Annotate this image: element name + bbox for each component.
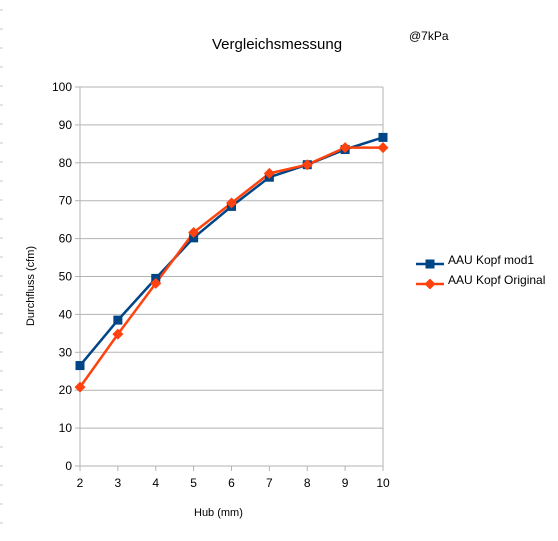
data-point-series-2: [188, 227, 200, 239]
x-tick-label: 6: [228, 476, 235, 490]
data-point-series-1: [378, 132, 388, 142]
x-tick-label: 5: [190, 476, 197, 490]
data-point-series-2: [301, 159, 313, 171]
y-tick-label: 80: [59, 156, 73, 170]
data-point-series-2: [74, 381, 86, 393]
data-point-series-1: [113, 315, 123, 325]
x-tick-label: 3: [115, 476, 122, 490]
x-tick-label: 4: [152, 476, 159, 490]
data-point-series-2: [150, 277, 162, 289]
y-tick-label: 60: [59, 232, 73, 246]
legend-swatch-series-2: [416, 279, 444, 289]
series-line-2: [78, 146, 383, 388]
legend-item-series-2: AAU Kopf Original: [416, 272, 556, 292]
data-point-series-1: [75, 361, 85, 371]
legend-label-series-1: AAU Kopf mod1: [448, 253, 535, 267]
chart-legend: AAU Kopf mod1 AAU Kopf Original: [416, 252, 556, 292]
x-tick-label: 9: [342, 476, 349, 490]
x-tick-label: 7: [266, 476, 273, 490]
chart-title: Vergleichsmessung: [212, 36, 343, 53]
y-tick-label: 30: [59, 345, 73, 359]
y-tick-label: 10: [59, 421, 73, 435]
data-point-series-2: [377, 142, 389, 154]
x-tick-label: 8: [304, 476, 311, 490]
left-ruler-marks: [0, 9, 3, 524]
data-point-series-2: [226, 197, 237, 209]
x-axis-label: Hub (mm): [194, 507, 243, 519]
chart-annotation: @7kPa: [409, 29, 449, 43]
y-tick-label: 0: [65, 459, 72, 473]
y-tick-label: 20: [59, 383, 73, 397]
data-point-series-2: [339, 142, 351, 154]
y-tick-label: 90: [59, 118, 73, 132]
x-tick-label: 2: [77, 476, 84, 490]
legend-marker-2: [424, 279, 436, 289]
legend-label-series-2: AAU Kopf Original: [448, 273, 546, 287]
legend-swatch-series-1: [416, 259, 444, 269]
y-tick-label: 100: [52, 80, 72, 94]
legend-marker-1: [425, 259, 435, 269]
y-tick-label: 50: [59, 270, 73, 284]
data-point-series-2: [112, 328, 124, 340]
series-line-1: [79, 136, 384, 367]
y-tick-label: 40: [59, 307, 73, 321]
y-tick-label: 70: [59, 194, 73, 208]
legend-item-series-1: AAU Kopf mod1: [416, 252, 556, 272]
x-tick-label: 10: [376, 476, 390, 490]
data-point-series-2: [263, 167, 275, 179]
